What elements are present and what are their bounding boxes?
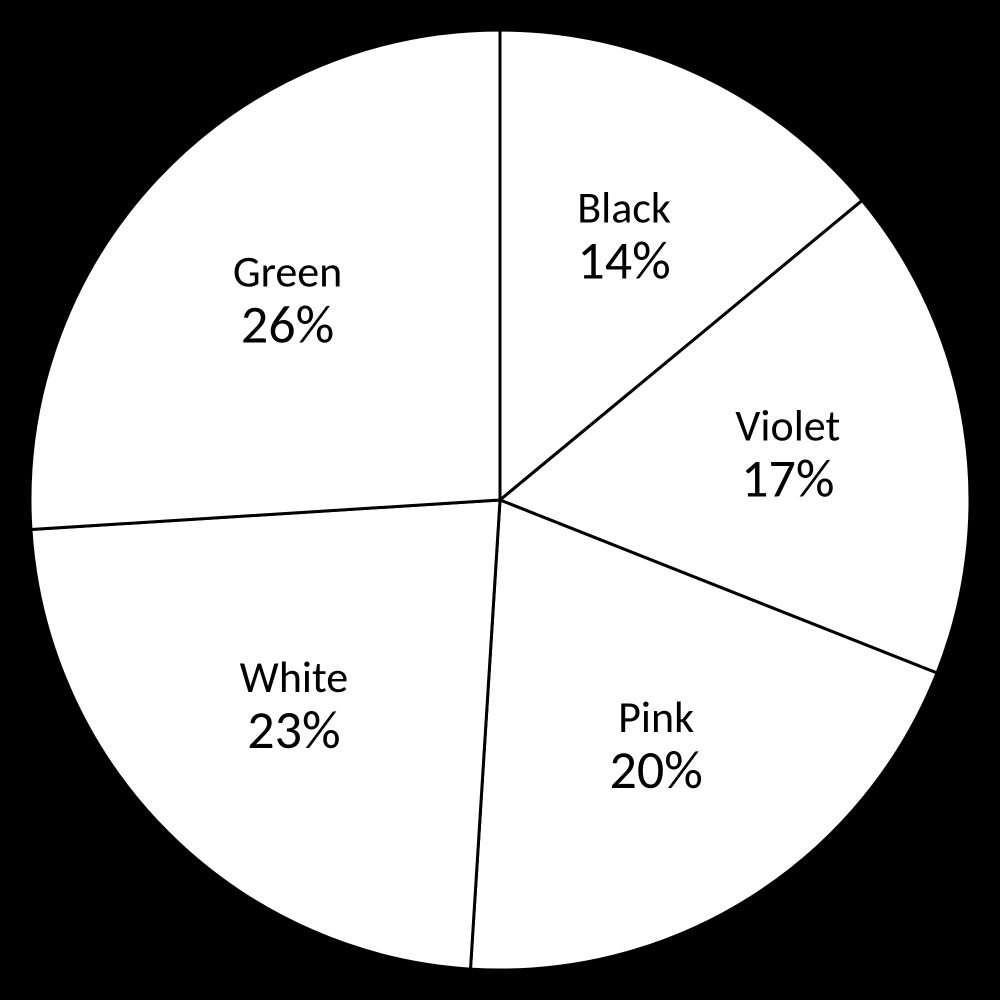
slice-value: 26% bbox=[241, 292, 334, 358]
slice-value: 23% bbox=[247, 697, 340, 763]
slice-label: Green bbox=[233, 245, 342, 299]
slice-label: Pink bbox=[618, 690, 694, 744]
slice-value: 14% bbox=[577, 227, 670, 293]
slice-label: Black bbox=[577, 180, 671, 234]
slice-label: White bbox=[240, 650, 349, 704]
pie-chart: Black14% Violet17% Pink20% White23% Green26% bbox=[0, 0, 1000, 1000]
slice-value: 17% bbox=[741, 445, 834, 511]
slice-value: 20% bbox=[609, 737, 702, 803]
slice-label: Violet bbox=[735, 398, 840, 452]
